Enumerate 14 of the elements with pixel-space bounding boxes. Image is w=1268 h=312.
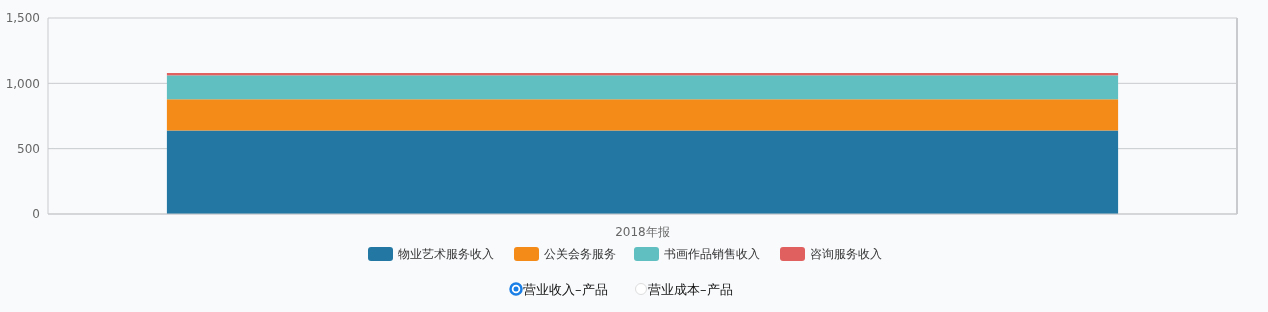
legend-label: 公关会务服务	[544, 247, 616, 262]
legend-label: 书画作品销售收入	[664, 247, 760, 262]
text: 营业收入–产品	[523, 281, 608, 297]
legend-label: 咨询服务收入	[810, 247, 882, 262]
y-tick-label: 1,000	[5, 76, 40, 91]
bar	[166, 99, 1119, 131]
y-tick-label: 0	[32, 207, 40, 222]
bar	[166, 130, 1119, 214]
legend-label: 物业艺术服务收入	[398, 247, 494, 262]
x-tick-label: 2018年报	[615, 225, 670, 239]
y-tick-label: 1,500	[5, 11, 40, 26]
text: 营业成本–产品	[648, 281, 733, 297]
y-tick-label: 500	[17, 141, 40, 156]
bar	[166, 75, 1119, 100]
